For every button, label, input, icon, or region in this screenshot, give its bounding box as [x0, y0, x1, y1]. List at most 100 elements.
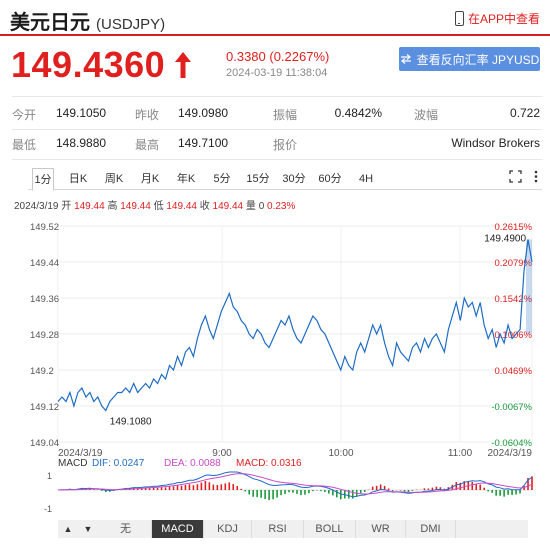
macd-dif: DIF: 0.0247 — [92, 458, 145, 469]
tab-macd[interactable]: MACD — [152, 520, 204, 538]
y-tick-label: 149.12 — [30, 402, 59, 413]
tab-boll[interactable]: BOLL — [304, 520, 356, 538]
high-value: 149.44 — [120, 201, 151, 212]
price-line — [57, 239, 533, 412]
scroll-up-button[interactable]: ▲ — [63, 524, 73, 534]
y-pct-label: 0.1542% — [494, 294, 532, 305]
stat-label: 报价 — [273, 138, 298, 152]
stat-label: 昨收 — [135, 108, 160, 122]
pair-name: 美元日元 — [10, 12, 90, 34]
y-pct-label: 0.2615% — [494, 222, 532, 233]
quote-datetime: 2024-03-19 11:38:04 — [226, 67, 328, 79]
phone-icon — [454, 11, 464, 26]
low-label: 低 — [153, 201, 164, 212]
change-pct: 0.23% — [267, 201, 296, 212]
arrow-up-icon — [173, 49, 193, 81]
y-tick-label: 149.2 — [30, 366, 54, 377]
stat-value: 149.1050 — [56, 106, 107, 120]
x-tick-label: 11:00 — [448, 448, 473, 459]
x-tick-label: 9:00 — [212, 448, 232, 459]
stat-label: 波幅 — [414, 108, 439, 122]
fullscreen-icon[interactable] — [509, 170, 522, 183]
current-bar — [526, 239, 532, 334]
header: 美元日元 (USDJPY) 在APP中查看 — [10, 6, 540, 35]
dea-line — [57, 473, 533, 495]
x-tick-label: 2024/3/19 — [58, 448, 103, 459]
y-pct-label: 0.0469% — [494, 366, 532, 377]
close-label: 收 — [199, 201, 210, 212]
open-in-app-link[interactable]: 在APP中查看 — [454, 10, 540, 27]
stat-label: 最高 — [135, 138, 160, 152]
x-tick-label: 10:00 — [328, 448, 353, 459]
tab-1min[interactable]: 1分 — [32, 168, 54, 191]
stats-row: 最低 148.9880 最高 149.7100 报价 Windsor Broke… — [12, 130, 542, 160]
indicator-tabs: ▲ ▼ 无 MACD KDJ RSI BOLL WR DMI — [58, 520, 528, 538]
stat-value: 0.722 — [509, 106, 540, 120]
tab-dmi[interactable]: DMI — [406, 520, 456, 538]
tab-5min[interactable]: 5分 — [213, 173, 231, 185]
price-value: 149.4360 — [11, 44, 166, 85]
swap-icon — [400, 54, 411, 64]
close-value: 149.44 — [212, 201, 244, 212]
stat-label: 今开 — [12, 108, 37, 122]
stats-table: 今开 149.1050 昨收 149.0980 振幅 0.4842% 波幅 0.… — [12, 96, 542, 160]
tab-wr[interactable]: WR — [356, 520, 406, 538]
y-pct-label: -0.0067% — [491, 402, 532, 413]
y-pct-label: -0.0604% — [491, 438, 532, 449]
y-pct-label: 0.1006% — [494, 330, 532, 341]
stats-row: 今开 149.1050 昨收 149.0980 振幅 0.4842% 波幅 0.… — [12, 96, 542, 130]
high-label: 高 — [107, 201, 118, 212]
stat-label: 振幅 — [273, 108, 298, 122]
reverse-rate-label: 查看反向汇率 JPYUSD — [416, 52, 540, 67]
tab-rsi[interactable]: RSI — [252, 520, 304, 538]
tab-none[interactable]: 无 — [100, 520, 152, 538]
max-annotation: 149.4900 — [484, 234, 526, 245]
y-tick-label: 149.44 — [30, 258, 59, 269]
tab-30min[interactable]: 30分 — [282, 173, 306, 185]
macd-tick-label: -1 — [44, 504, 52, 514]
pair-symbol: (USDJPY) — [96, 16, 166, 33]
broker-name: Windsor Brokers — [451, 136, 540, 150]
x-tick-label: 2024/3/19 — [488, 448, 533, 459]
reverse-rate-button[interactable]: 查看反向汇率 JPYUSD — [399, 47, 540, 71]
y-pct-label: 0.2079% — [494, 258, 532, 269]
tab-weekly[interactable]: 周K — [104, 173, 124, 185]
ohlc-date: 2024/3/19 — [14, 201, 59, 212]
y-tick-label: 149.36 — [30, 294, 59, 305]
macd-value: MACD: 0.0316 — [236, 458, 302, 469]
app-link-label: 在APP中查看 — [467, 12, 540, 26]
tab-15min[interactable]: 15分 — [246, 173, 270, 185]
tab-yearly[interactable]: 年K — [176, 173, 196, 185]
price-change: 0.3380 (0.2267%) — [226, 49, 330, 64]
y-tick-label: 149.04 — [30, 438, 59, 449]
header-divider — [0, 34, 550, 36]
tab-monthly[interactable]: 月K — [140, 173, 160, 185]
open-value: 149.44 — [74, 201, 105, 212]
y-tick-label: 149.28 — [30, 330, 59, 341]
stat-label: 最低 — [12, 138, 37, 152]
tab-4h[interactable]: 4H — [358, 173, 374, 185]
volume-label: 量 — [245, 201, 256, 212]
scroll-down-button[interactable]: ▼ — [83, 524, 93, 534]
more-icon[interactable] — [534, 170, 538, 183]
current-price: 149.4360 — [11, 44, 193, 86]
stat-value: 149.0980 — [178, 106, 229, 120]
stat-value: 148.9880 — [56, 136, 107, 150]
low-value: 149.44 — [166, 201, 197, 212]
macd-title: MACD — [58, 458, 87, 469]
open-label: 开 — [61, 201, 72, 212]
y-tick-label: 149.52 — [30, 222, 59, 233]
min-annotation: 149.1080 — [110, 417, 152, 428]
macd-dea: DEA: 0.0088 — [164, 458, 221, 469]
page-title: 美元日元 (USDJPY) — [10, 6, 165, 35]
price-chart[interactable]: 149.52 149.44 149.36 149.28 149.2 149.12 149.0… — [0, 210, 550, 520]
stat-value: 149.7100 — [178, 136, 229, 150]
timeframe-tabs: 1分 日K 周K 月K 年K 5分 15分 30分 60分 4H — [28, 168, 542, 191]
tab-60min[interactable]: 60分 — [318, 173, 342, 185]
dif-line — [57, 471, 533, 498]
volume-value: 0 — [258, 201, 265, 212]
ohlc-readout: 2024/3/19 开 149.44 高 149.44 低 149.44 收 1… — [14, 197, 295, 212]
tab-daily[interactable]: 日K — [68, 173, 88, 185]
tab-kdj[interactable]: KDJ — [204, 520, 252, 538]
stat-value: 0.4842% — [334, 106, 382, 120]
